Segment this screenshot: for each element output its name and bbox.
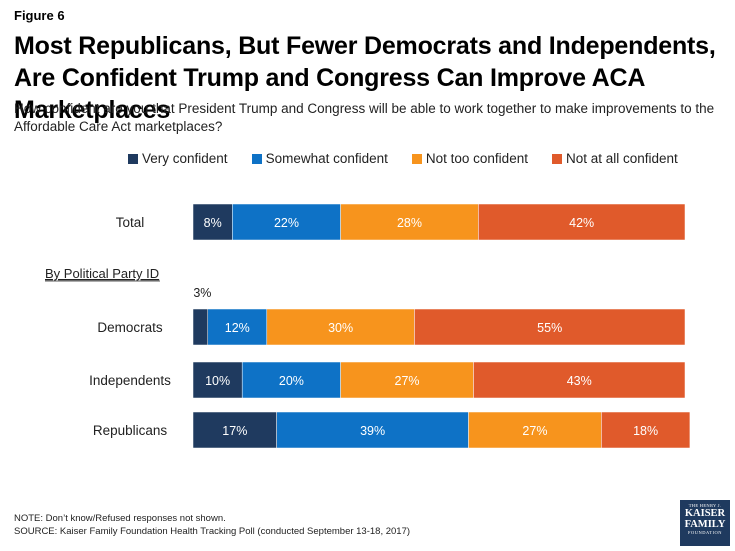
- bar-total-series-1: [232, 203, 341, 241]
- data-label-republicans-series-3: 18%: [633, 424, 658, 438]
- data-label-total-series-2: 28%: [397, 216, 422, 230]
- bar-republicans-series-0: [192, 411, 277, 449]
- bar-independents-series-3: [473, 361, 686, 399]
- data-label-democrats-series-2: 30%: [328, 321, 353, 335]
- legend: Very confident Somewhat confident Not to…: [128, 151, 702, 166]
- legend-item-not-at-all-confident: Not at all confident: [551, 151, 678, 166]
- legend-label: Not too confident: [425, 151, 528, 166]
- data-label-total-series-0: 8%: [204, 216, 222, 230]
- legend-label: Very confident: [142, 151, 228, 166]
- legend-swatch: [411, 153, 422, 164]
- data-label-democrats-series-1: 12%: [225, 321, 250, 335]
- bar-republicans-series-2: [468, 411, 602, 449]
- bar-democrats-series-2: [266, 308, 415, 346]
- data-label-outside-democrats: 3%: [193, 286, 211, 300]
- data-label-republicans-series-0: 17%: [222, 424, 247, 438]
- group-heading: By Political Party ID: [45, 266, 159, 281]
- footnote: NOTE: Don’t know/Refused responses not s…: [14, 512, 410, 538]
- bar-independents-series-1: [241, 361, 341, 399]
- data-label-independents-series-3: 43%: [567, 374, 592, 388]
- logo-line3: FOUNDATION: [688, 530, 722, 535]
- logo-line2a: KAISER: [684, 508, 726, 519]
- legend-item-not-too-confident: Not too confident: [411, 151, 528, 166]
- category-label-independents: Independents: [89, 373, 171, 388]
- data-label-democrats-series-3: 55%: [537, 321, 562, 335]
- bar-republicans-series-3: [601, 411, 691, 449]
- bar-independents-series-0: [192, 361, 243, 399]
- note-text: NOTE: Don’t know/Refused responses not s…: [14, 513, 226, 524]
- chart-title: Most Republicans, But Fewer Democrats an…: [14, 32, 716, 124]
- stacked-bar-chart: By Political Party ID Total 8% 22% 28% 42% Dem…: [45, 203, 691, 449]
- bar-total-series-0: [192, 203, 233, 241]
- data-label-independents-series-0: 10%: [205, 374, 230, 388]
- bar-democrats-series-3: [414, 308, 686, 346]
- legend-item-somewhat-confident: Somewhat confident: [251, 151, 388, 166]
- legend-item-very-confident: Very confident: [128, 151, 228, 166]
- legend-swatch: [551, 153, 562, 164]
- survey-question: How confident are you that President Tru…: [14, 101, 715, 134]
- bar-total-series-3: [478, 203, 686, 241]
- legend-label: Not at all confident: [565, 151, 678, 166]
- source-text: SOURCE: Kaiser Family Foundation Health …: [14, 526, 411, 537]
- category-label-democrats: Democrats: [97, 320, 163, 335]
- bar-democrats-series-1: [207, 308, 268, 346]
- data-label-total-series-1: 22%: [274, 216, 299, 230]
- bar-total-series-2: [340, 203, 479, 241]
- kff-logo: THE HENRY J. KAISER FAMILY FOUNDATION: [680, 500, 730, 546]
- category-label-total: Total: [116, 215, 145, 230]
- bar-democrats-series-0: [192, 308, 209, 346]
- legend-swatch: [251, 153, 262, 164]
- data-label-total-series-3: 42%: [569, 216, 594, 230]
- legend-swatch: [128, 153, 138, 164]
- bar-independents-series-2: [340, 361, 474, 399]
- figure-label: Figure 6: [14, 8, 65, 23]
- logo-line1: THE HENRY J.: [688, 503, 722, 508]
- data-label-republicans-series-1: 39%: [360, 424, 385, 438]
- legend-label: Somewhat confident: [265, 151, 388, 166]
- category-label-republicans: Republicans: [93, 423, 168, 438]
- bar-republicans-series-1: [276, 411, 469, 449]
- data-label-independents-series-1: 20%: [279, 374, 304, 388]
- logo-line2b: FAMILY: [684, 519, 726, 530]
- data-label-republicans-series-2: 27%: [522, 424, 547, 438]
- data-label-independents-series-2: 27%: [395, 374, 420, 388]
